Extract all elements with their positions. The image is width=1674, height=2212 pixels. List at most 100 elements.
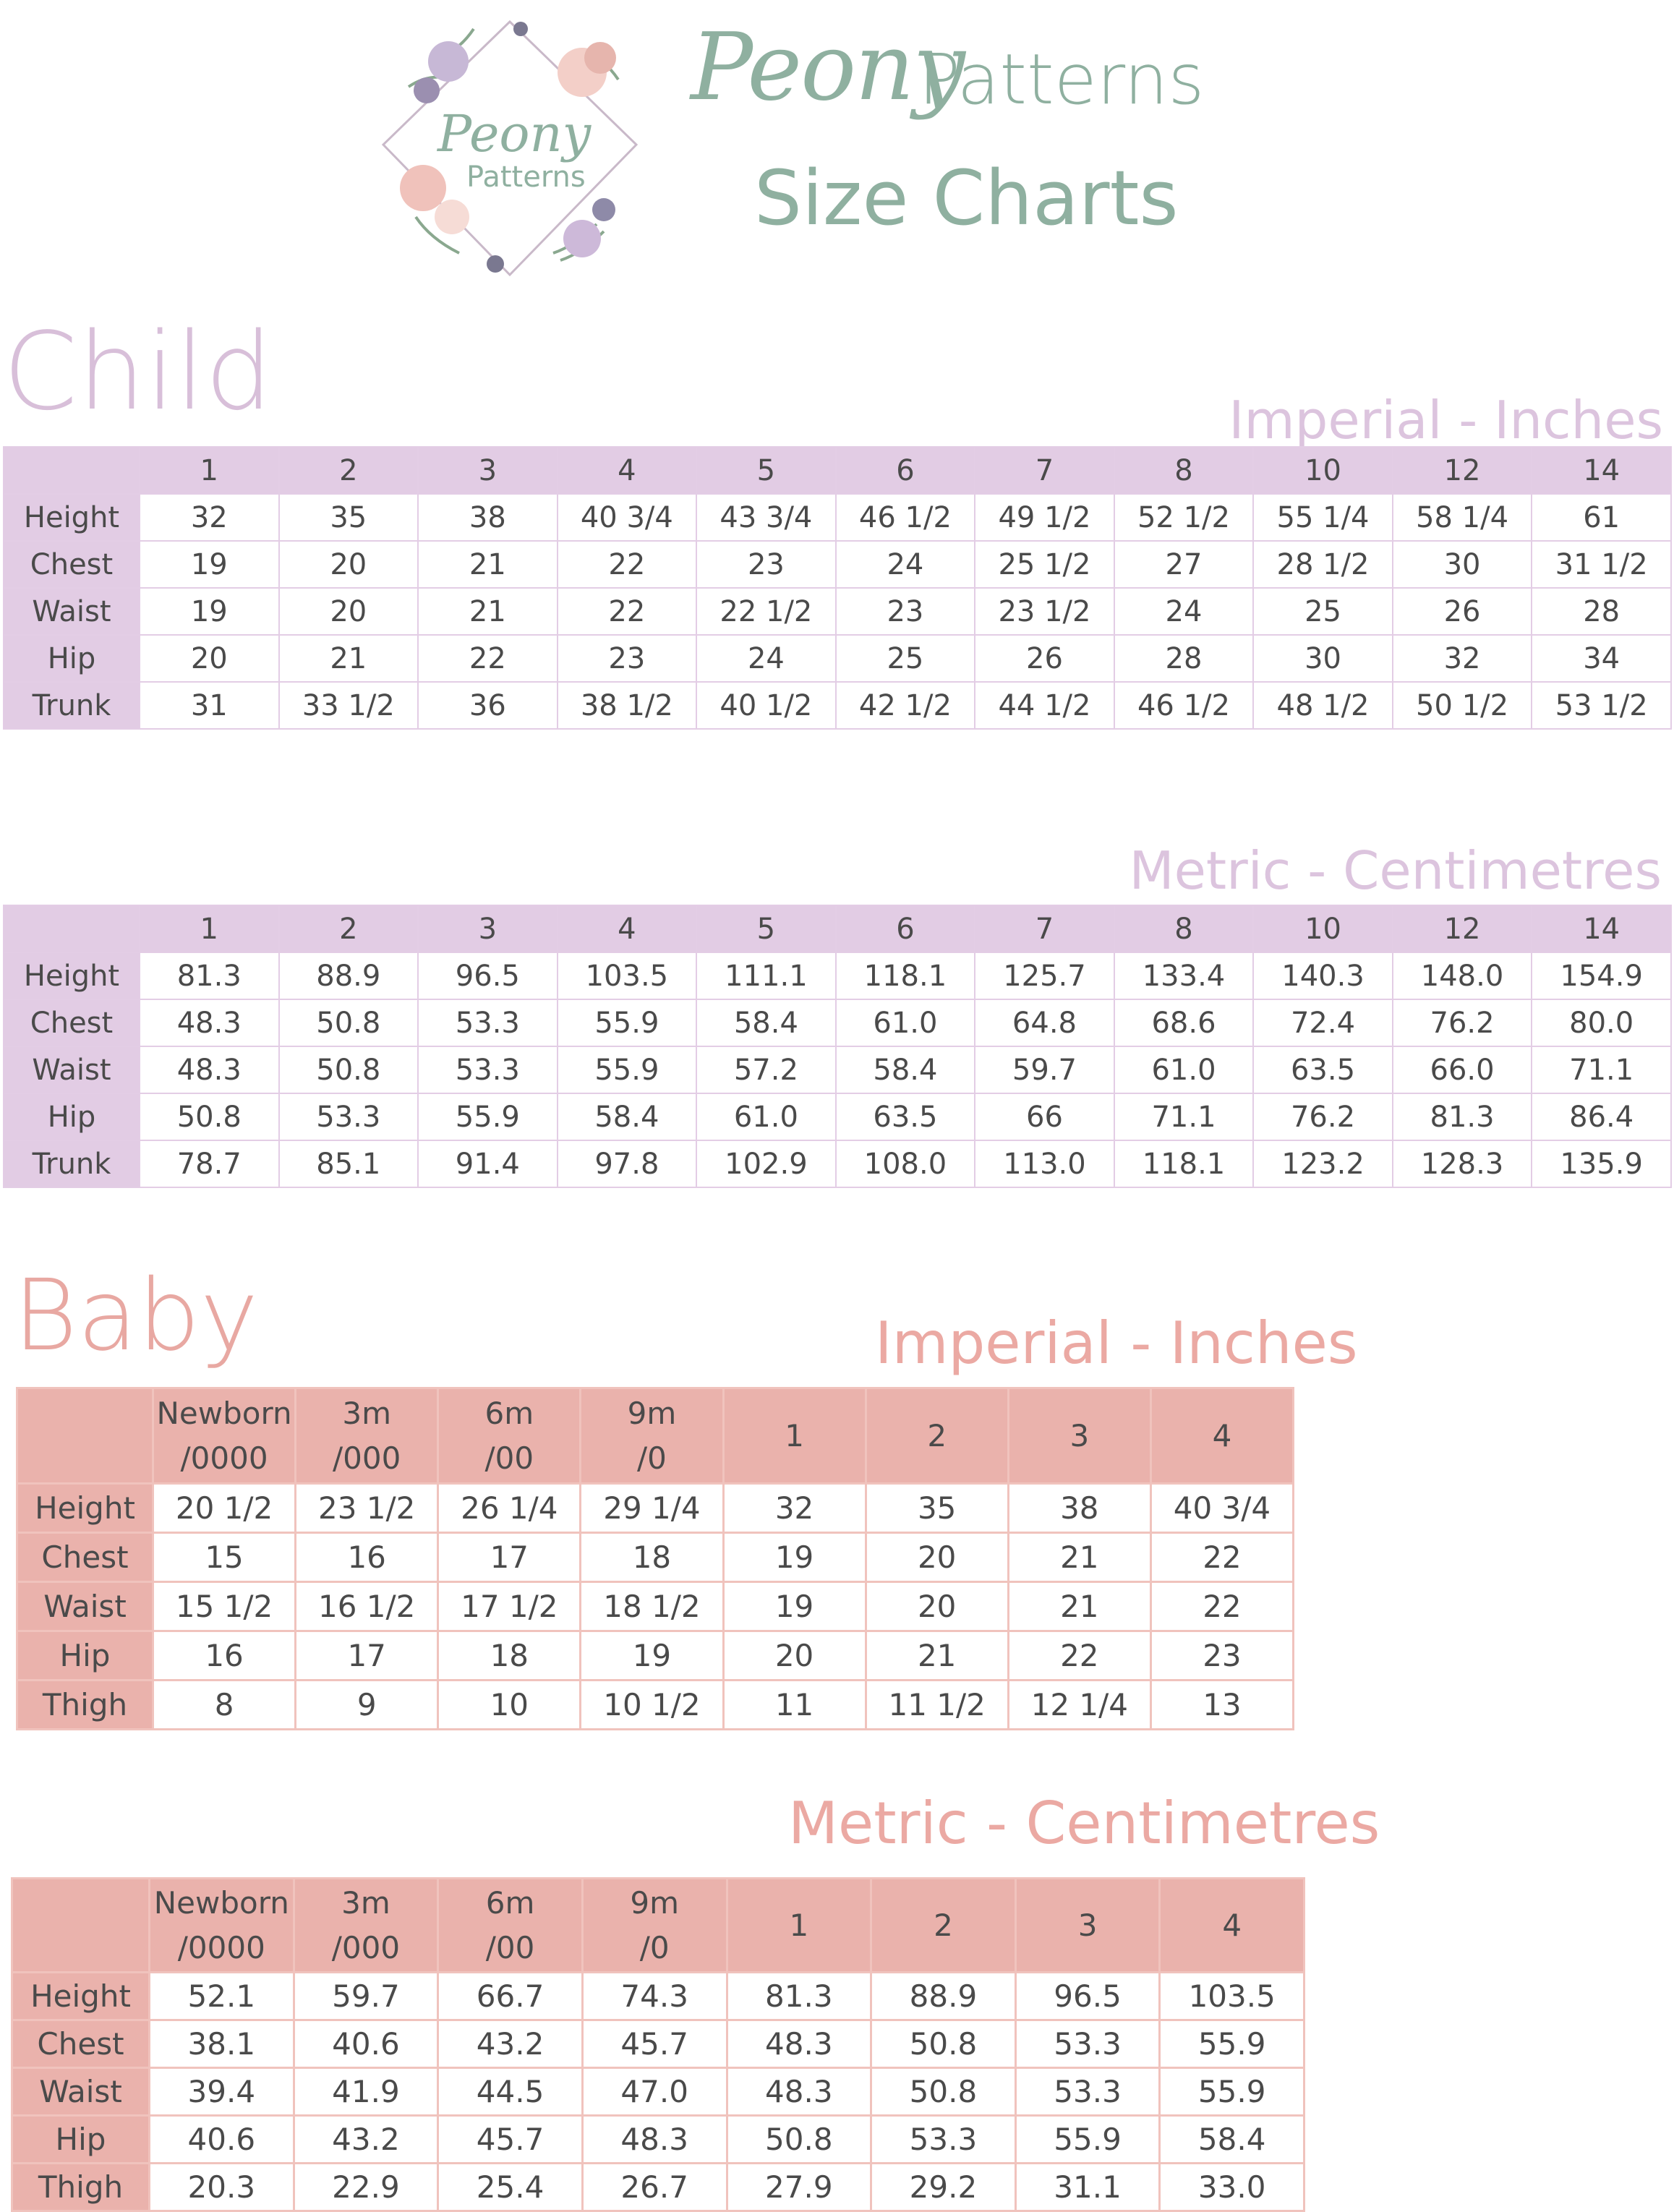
measurement-label: Thigh — [11, 2162, 150, 2212]
size-header-line-1: 6m — [484, 1395, 534, 1431]
size-header: 7 — [974, 446, 1115, 495]
size-header: 4 — [1149, 1387, 1295, 1485]
table-cell: 21 — [417, 587, 558, 636]
table-cell: 26 1/4 — [437, 1482, 582, 1534]
baby-section-title: Baby — [13, 1259, 259, 1373]
table-cell: 22 — [556, 587, 698, 636]
size-header: Newborn/0000 — [151, 1387, 297, 1485]
table-header-row: Newborn/0000 3m/000 6m/00 9m/0 1 2 3 4 — [11, 1877, 1305, 1973]
table-cell: 57.2 — [696, 1046, 837, 1094]
table-cell: 19 — [579, 1630, 725, 1681]
table-cell: 88.9 — [870, 1971, 1017, 2021]
table-cell: 58.4 — [556, 1093, 698, 1141]
size-header: 4 — [556, 905, 698, 953]
table-cell: 50.8 — [870, 2067, 1017, 2117]
table-row: Hip 50.8 53.3 55.9 58.4 61.0 63.5 66 71.1 76.2 81.… — [3, 1093, 1672, 1141]
table-cell: 29.2 — [870, 2162, 1017, 2212]
table-cell: 61.0 — [696, 1093, 837, 1141]
table-cell: 50 1/2 — [1391, 681, 1533, 730]
table-cell: 31 — [139, 681, 280, 730]
table-cell: 20 — [139, 634, 280, 683]
table-cell: 40 3/4 — [1149, 1482, 1295, 1534]
table-row: Waist 15 1/2 16 1/2 17 1/2 18 1/2 19 20 21 22 — [16, 1581, 1295, 1632]
size-header-line-1: 3m — [342, 1395, 391, 1431]
table-cell: 18 — [437, 1630, 582, 1681]
table-cell: 25.4 — [437, 2162, 584, 2212]
child-imperial-label: Imperial - Inches — [1229, 390, 1663, 450]
table-cell: 25 — [834, 634, 976, 683]
table-header-row: 1 2 3 4 5 6 7 8 10 12 14 — [3, 905, 1672, 953]
table-cell: 32 — [1391, 634, 1533, 683]
table-cell: 58.4 — [834, 1046, 976, 1094]
table-cell: 23 1/2 — [294, 1482, 440, 1534]
table-cell: 11 1/2 — [864, 1679, 1009, 1730]
table-cell: 125.7 — [974, 952, 1115, 1000]
table-cell: 21 — [417, 540, 558, 589]
table-cell: 53.3 — [870, 2114, 1017, 2164]
table-cell: 41.9 — [292, 2067, 440, 2117]
table-cell: 27 — [1113, 540, 1255, 589]
table-cell: 58.4 — [1158, 2114, 1305, 2164]
table-cell: 113.0 — [974, 1140, 1115, 1188]
child-section-title: Child — [3, 309, 273, 434]
measurement-label: Height — [3, 493, 140, 542]
table-row: Waist 19 20 21 22 22 1/2 23 23 1/2 24 25 26 28 — [3, 587, 1672, 636]
size-header: 5 — [696, 905, 837, 953]
table-cell: 59.7 — [974, 1046, 1115, 1094]
table-cell: 33.0 — [1158, 2162, 1305, 2212]
size-header-line-1: 4 — [1222, 1907, 1242, 1943]
table-cell: 10 — [437, 1679, 582, 1730]
size-header: 2 — [870, 1877, 1017, 1973]
table-cell: 55.9 — [556, 1046, 698, 1094]
table-cell: 45.7 — [437, 2114, 584, 2164]
table-cell: 64.8 — [974, 999, 1115, 1047]
table-cell: 128.3 — [1391, 1140, 1533, 1188]
baby-metric-label: Metric - Centimetres — [788, 1790, 1380, 1857]
table-cell: 28 1/2 — [1252, 540, 1393, 589]
measurement-label: Waist — [16, 1581, 154, 1632]
table-row: Chest 48.3 50.8 53.3 55.9 58.4 61.0 64.8 68.6 72.… — [3, 999, 1672, 1047]
table-row: Waist 39.4 41.9 44.5 47.0 48.3 50.8 53.3 55.9 — [11, 2067, 1305, 2117]
measurement-label: Hip — [3, 1093, 140, 1141]
table-cell: 28 — [1531, 587, 1672, 636]
size-header-line-1: Newborn — [156, 1395, 292, 1431]
size-header: 1 — [139, 905, 280, 953]
table-cell: 133.4 — [1113, 952, 1255, 1000]
table-cell: 43 3/4 — [696, 493, 837, 542]
brand-word: Patterns — [918, 39, 1205, 120]
table-cell: 52.1 — [148, 1971, 295, 2021]
table-row: Chest 38.1 40.6 43.2 45.7 48.3 50.8 53.3 55.9 — [11, 2019, 1305, 2069]
table-cell: 44.5 — [437, 2067, 584, 2117]
size-header-line-1: 1 — [785, 1417, 804, 1453]
table-cell: 42 1/2 — [834, 681, 976, 730]
table-cell: 47.0 — [581, 2067, 728, 2117]
table-cell: 38.1 — [148, 2019, 295, 2069]
table-row: Thigh 8 9 10 10 1/2 11 11 1/2 12 1/4 13 — [16, 1679, 1295, 1730]
table-cell: 39.4 — [148, 2067, 295, 2117]
table-cell: 154.9 — [1531, 952, 1672, 1000]
table-row: Thigh 20.3 22.9 25.4 26.7 27.9 29.2 31.1 33.0 — [11, 2162, 1305, 2212]
size-header-line-1: 3m — [341, 1884, 390, 1921]
size-header-line-1: 2 — [934, 1907, 953, 1943]
table-cell: 63.5 — [834, 1093, 976, 1141]
size-header-line-2: /0 — [637, 1440, 667, 1476]
table-cell: 81.3 — [1391, 1093, 1533, 1141]
table-cell: 33 1/2 — [278, 681, 419, 730]
size-header: 2 — [278, 905, 419, 953]
page-subtitle: Size Charts — [754, 154, 1179, 242]
table-row: Hip 20 21 22 23 24 25 26 28 30 32 34 — [3, 634, 1672, 683]
table-cell: 21 — [1007, 1532, 1152, 1583]
size-header-line-2: /00 — [484, 1440, 534, 1476]
table-cell: 10 1/2 — [579, 1679, 725, 1730]
table-cell: 53.3 — [278, 1093, 419, 1141]
table-cell: 49 1/2 — [974, 493, 1115, 542]
size-header: 3m/000 — [294, 1387, 440, 1485]
table-cell: 76.2 — [1252, 1093, 1393, 1141]
measurement-label: Hip — [16, 1630, 154, 1681]
measurement-label: Waist — [3, 1046, 140, 1094]
size-header-line-1: Newborn — [153, 1884, 289, 1921]
table-row: Height 32 35 38 40 3/4 43 3/4 46 1/2 49 1/2 52 1… — [3, 493, 1672, 542]
measurement-label: Hip — [11, 2114, 150, 2164]
table-cell: 20.3 — [148, 2162, 295, 2212]
table-cell: 50.8 — [278, 1046, 419, 1094]
